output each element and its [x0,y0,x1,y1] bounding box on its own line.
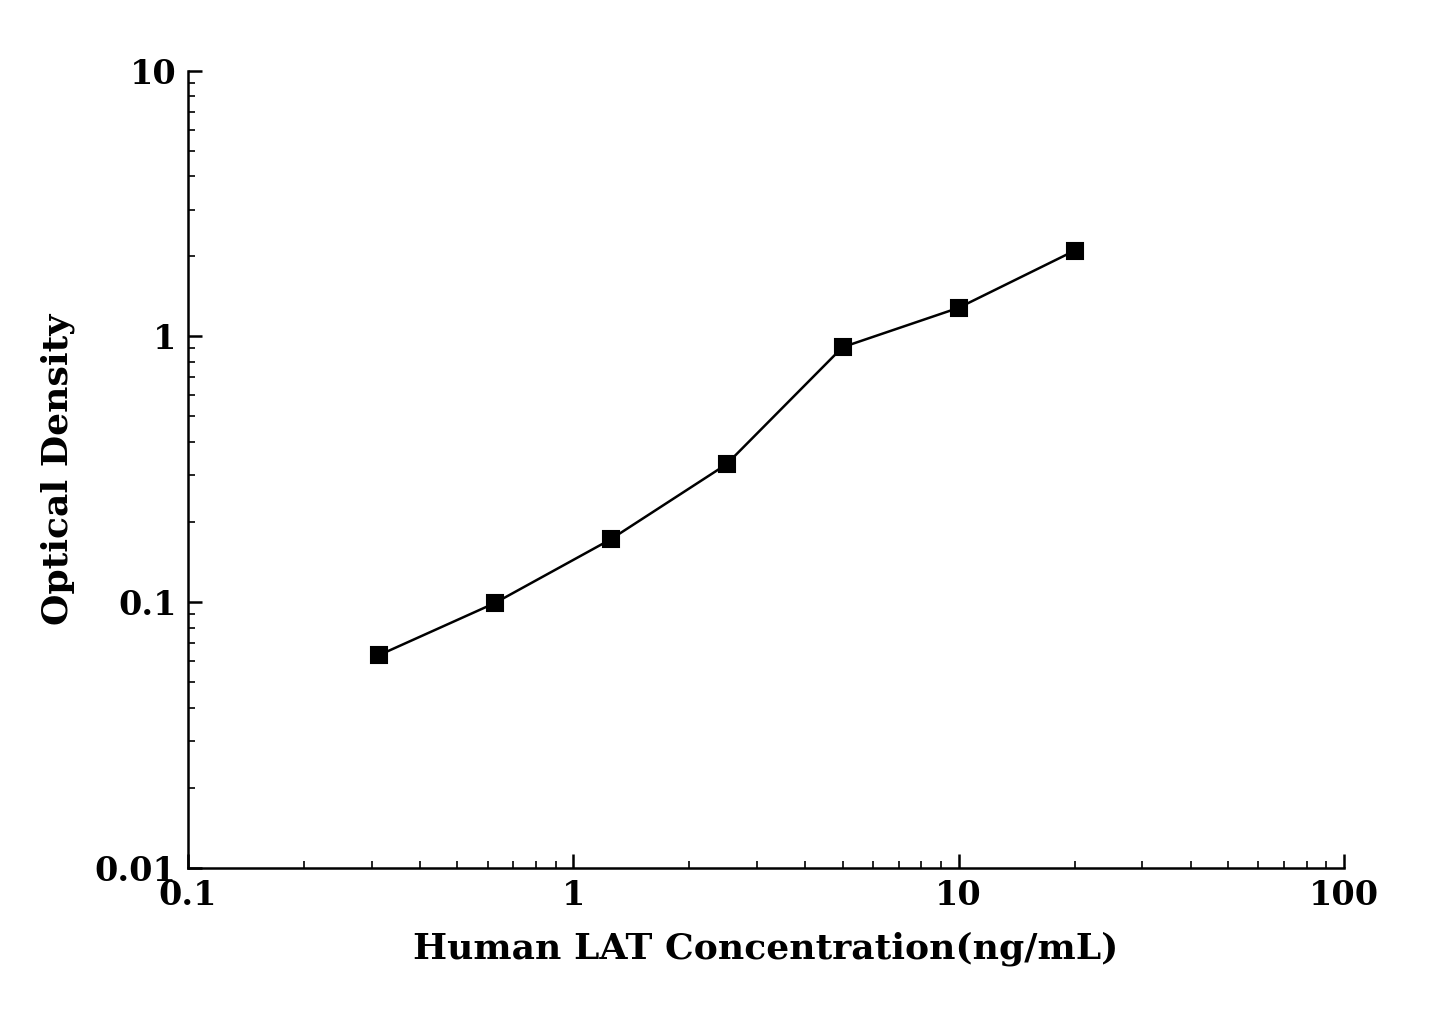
Y-axis label: Optical Density: Optical Density [40,314,75,625]
X-axis label: Human LAT Concentration(ng/mL): Human LAT Concentration(ng/mL) [413,931,1118,966]
